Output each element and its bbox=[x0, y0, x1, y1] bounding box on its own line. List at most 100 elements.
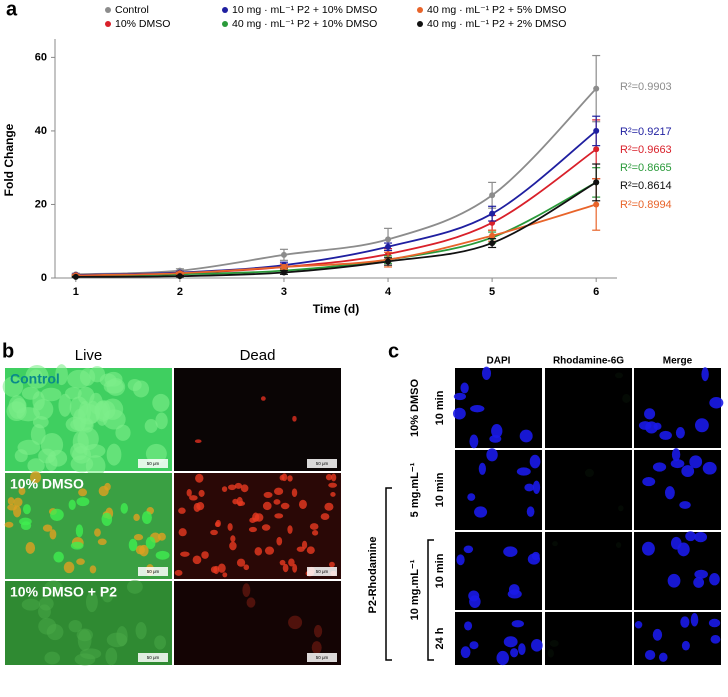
legend-label: Control bbox=[115, 4, 149, 16]
micrograph-feature bbox=[547, 649, 554, 658]
micrograph-feature bbox=[642, 541, 655, 556]
micrograph-feature bbox=[260, 396, 266, 401]
micrograph-feature bbox=[693, 576, 705, 588]
data-point bbox=[593, 127, 600, 134]
micrograph-feature bbox=[644, 408, 656, 420]
micrograph-feature bbox=[469, 595, 481, 608]
micrograph-feature bbox=[681, 640, 690, 651]
y-tick-label: 20 bbox=[35, 198, 47, 210]
micrograph-feature bbox=[198, 489, 205, 497]
micrograph bbox=[545, 368, 632, 448]
micrograph-feature bbox=[154, 635, 166, 650]
micrograph-feature bbox=[690, 612, 699, 627]
row-group: 5 mg.mL⁻¹ bbox=[409, 462, 421, 517]
scale-bar-box bbox=[307, 459, 337, 468]
micrograph-feature bbox=[145, 536, 156, 550]
x-tick-label: 1 bbox=[73, 286, 79, 298]
data-point bbox=[280, 263, 287, 270]
micrograph-feature bbox=[195, 473, 204, 483]
micrograph-feature bbox=[292, 415, 297, 422]
micrograph-feature bbox=[32, 391, 45, 411]
micrograph-feature bbox=[261, 524, 271, 531]
micrograph-feature bbox=[43, 580, 64, 597]
micrograph-feature bbox=[192, 555, 202, 565]
legend-marker bbox=[105, 7, 111, 13]
micrograph-feature bbox=[291, 488, 298, 498]
micrograph-feature bbox=[463, 545, 474, 554]
micrograph-feature bbox=[14, 449, 28, 463]
micrograph-feature bbox=[638, 421, 652, 430]
micrograph-feature bbox=[306, 546, 315, 555]
y-axis-title: Fold Change bbox=[2, 123, 16, 196]
row-time: 10 min bbox=[434, 553, 446, 588]
scale-bar-box bbox=[138, 459, 168, 468]
data-point bbox=[489, 210, 496, 217]
micrograph-feature bbox=[529, 454, 541, 469]
micrograph-feature bbox=[296, 546, 305, 552]
micrograph-feature bbox=[22, 504, 31, 515]
micrograph-feature bbox=[128, 538, 138, 552]
data-point bbox=[593, 201, 600, 208]
micrograph-feature bbox=[232, 498, 239, 505]
micrograph-feature bbox=[196, 502, 205, 511]
scale-bar-label: 50 μm bbox=[147, 569, 160, 574]
micrograph-feature bbox=[527, 553, 541, 565]
fit-label: R²=0.8665 bbox=[620, 162, 672, 174]
micrograph bbox=[545, 450, 632, 530]
group-label: P2-Rhodamine bbox=[367, 536, 379, 613]
micrograph-feature bbox=[152, 393, 170, 412]
micrograph-feature bbox=[642, 477, 656, 487]
micrograph-feature bbox=[301, 540, 308, 550]
micrograph-feature bbox=[292, 563, 298, 573]
micrograph-feature bbox=[330, 491, 336, 497]
micrograph-feature bbox=[710, 634, 721, 644]
y-tick-label: 60 bbox=[35, 51, 47, 63]
micrograph-feature bbox=[50, 508, 64, 521]
row-group: 10 mg.mL⁻¹ bbox=[409, 559, 421, 620]
micrograph-feature bbox=[115, 424, 131, 441]
micrograph-feature bbox=[210, 529, 218, 536]
micrograph-feature bbox=[262, 501, 272, 511]
micrograph-feature bbox=[44, 651, 61, 665]
micrograph-feature bbox=[695, 418, 709, 433]
micrograph-feature bbox=[76, 628, 93, 642]
micrograph-feature bbox=[102, 398, 124, 420]
micrograph-feature bbox=[85, 455, 106, 478]
micrograph-feature bbox=[132, 380, 150, 398]
micrograph-feature bbox=[89, 565, 97, 574]
fit-curve bbox=[75, 88, 597, 276]
micrograph-feature bbox=[47, 449, 68, 467]
micrograph-feature bbox=[652, 462, 667, 472]
data-point bbox=[489, 192, 496, 199]
data-point bbox=[593, 179, 600, 186]
micrograph-feature bbox=[4, 521, 14, 528]
micrograph-feature bbox=[508, 584, 520, 595]
micrograph-feature bbox=[287, 475, 293, 482]
micrograph-feature bbox=[324, 502, 334, 511]
legend-label: 40 mg · mL⁻¹ P2 + 2% DMSO bbox=[427, 18, 566, 30]
micrograph-feature bbox=[49, 529, 57, 540]
micrograph-feature bbox=[106, 443, 122, 466]
micrograph-feature bbox=[670, 536, 682, 550]
micrograph-feature bbox=[252, 512, 260, 522]
micrograph-feature bbox=[519, 429, 533, 443]
micrograph-feature bbox=[264, 546, 275, 555]
scale-bar-box bbox=[307, 653, 337, 662]
micrograph-feature bbox=[141, 511, 152, 525]
micrograph-feature bbox=[311, 641, 322, 655]
fit-curve bbox=[75, 181, 597, 278]
micrograph-feature bbox=[615, 542, 622, 548]
micrograph-feature bbox=[228, 484, 237, 491]
data-point bbox=[280, 251, 287, 258]
micrograph-feature bbox=[13, 497, 23, 507]
micrograph-feature bbox=[103, 379, 124, 394]
micrograph-feature bbox=[328, 561, 335, 568]
micrograph-feature bbox=[27, 458, 45, 474]
micrograph-feature bbox=[274, 513, 284, 519]
micrograph-feature bbox=[313, 624, 323, 638]
legend-marker bbox=[417, 21, 423, 27]
micrograph-feature bbox=[21, 598, 40, 611]
micrograph-feature bbox=[679, 501, 691, 509]
micrograph-feature bbox=[76, 558, 85, 565]
